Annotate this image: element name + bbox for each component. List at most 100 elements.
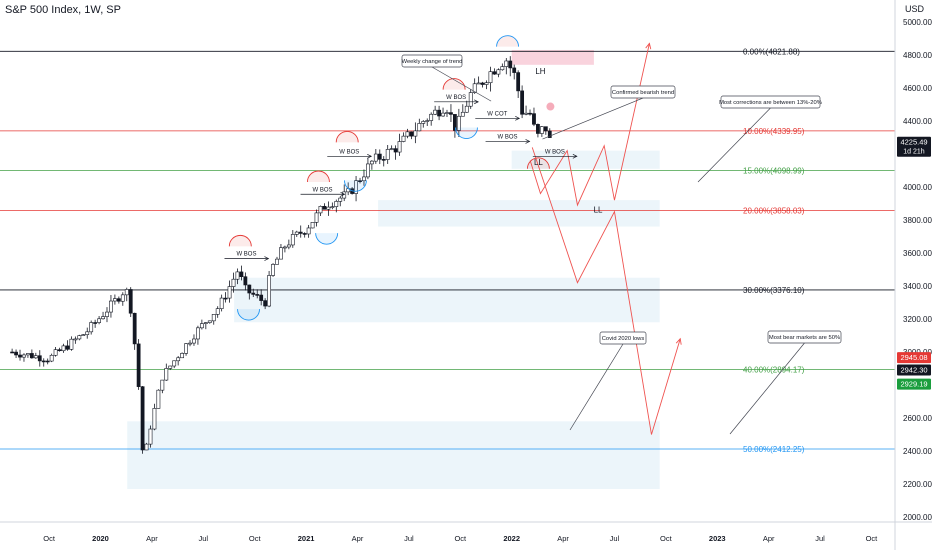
y-tick-label: 4800.00 (903, 51, 932, 60)
candle-up (144, 443, 149, 451)
callout-box (767, 330, 842, 344)
candle-up (456, 115, 461, 131)
x-tick-label: 2023 (709, 534, 726, 543)
candle-down (223, 297, 228, 300)
structure-label: W BOS (446, 95, 466, 101)
candle-up (109, 300, 113, 313)
callout-box (720, 95, 821, 109)
price-tag (897, 378, 931, 390)
candle-up (294, 231, 299, 235)
callout-text: Most bear markets are 50% (769, 335, 840, 341)
candle-up (373, 153, 378, 162)
swing-arc (335, 131, 359, 143)
x-tick-label: 2021 (298, 534, 315, 543)
candle-up (219, 297, 224, 309)
candle-up (97, 318, 101, 323)
structure-label: W COT (487, 111, 507, 117)
candle-up (199, 323, 204, 329)
candle-down (255, 294, 260, 296)
candle-down (532, 113, 536, 125)
candle-down (508, 60, 513, 69)
candle-up (61, 345, 66, 352)
x-tick-label: Apr (763, 534, 775, 543)
candle-down (14, 351, 18, 356)
candle-up (156, 389, 161, 409)
price-tag (897, 352, 931, 364)
candle-up (401, 135, 406, 142)
candle-up (172, 360, 177, 367)
candle-down (358, 180, 362, 182)
fib-label: 30.00%(3376.10) (743, 286, 805, 295)
structure-label: W BOS (545, 149, 565, 155)
x-tick-label: Oct (866, 534, 879, 543)
candle-up (279, 247, 283, 260)
price-tag-value: 4225.49 (900, 138, 927, 147)
swing-arc (237, 309, 260, 321)
swing-marker (546, 102, 555, 111)
fib-label: 10.00%(4339.95) (743, 127, 805, 136)
candle-up (188, 342, 192, 345)
swing-arc (343, 180, 367, 192)
candle-down (243, 276, 248, 286)
candle-up (81, 334, 86, 336)
candle-up (338, 197, 343, 202)
x-tick-label: Oct (454, 534, 467, 543)
candle-down (381, 159, 386, 161)
y-tick-label: 5000.00 (903, 18, 932, 27)
candle-up (488, 71, 493, 84)
fib-label: 20.00%(3858.03) (743, 206, 805, 215)
candle-down (128, 289, 133, 314)
candle-down (409, 131, 414, 137)
swing-arc (306, 170, 330, 183)
y-tick-label: 3200.00 (903, 315, 932, 324)
candle-up (235, 271, 240, 280)
candle-up (524, 112, 528, 115)
x-tick-label: Jul (199, 534, 209, 543)
structure-label: W BOS (313, 187, 333, 193)
y-tick-label: 4000.00 (903, 183, 932, 192)
candle-up (500, 66, 505, 71)
y-tick-label: 2400.00 (903, 447, 932, 456)
callout-pointer (697, 107, 771, 183)
y-tick-label: 2200.00 (903, 480, 932, 489)
x-tick-label: Apr (352, 534, 364, 543)
bos-arrow (340, 191, 346, 197)
y-tick-label: 4400.00 (903, 117, 932, 126)
candle-down (263, 300, 268, 307)
candle-down (18, 354, 22, 358)
callout-text: Confirmed bearish trend (612, 90, 674, 96)
candle-down (251, 292, 256, 295)
candle-up (405, 131, 410, 137)
supply-zone (511, 49, 594, 65)
swing-arc (526, 157, 550, 169)
candle-up (196, 327, 200, 340)
callout-text: Weekly change of trend (402, 59, 463, 65)
candle-up (417, 123, 422, 132)
demand-zone (234, 277, 660, 323)
callout-text: Covid 2020 lows (602, 336, 645, 342)
callout-box (610, 85, 676, 99)
bos-arrow (264, 256, 270, 261)
candle-down (492, 71, 497, 75)
candle-down (377, 153, 382, 160)
swing-arc (496, 35, 520, 47)
swing-arc (454, 127, 478, 139)
y-tick-label: 2000.00 (903, 513, 932, 522)
candle-up (168, 365, 173, 369)
candle-down (37, 355, 42, 362)
x-tick-label: Oct (249, 534, 262, 543)
x-tick-label: 2020 (92, 534, 109, 543)
candle-down (516, 72, 521, 92)
candle-up (326, 206, 331, 210)
candle-down (520, 90, 525, 115)
candle-up (362, 176, 366, 182)
candle-down (132, 312, 137, 345)
candle-down (302, 233, 307, 235)
candle-up (124, 289, 129, 296)
candle-down (480, 82, 485, 85)
bos-arrow (367, 153, 373, 159)
candle-up (215, 308, 220, 315)
swing-arc (228, 234, 252, 247)
annotations-layer: W BOS W BOS W BOS W BOS W COT W BOS W BOS LH LL L… (224, 35, 842, 435)
